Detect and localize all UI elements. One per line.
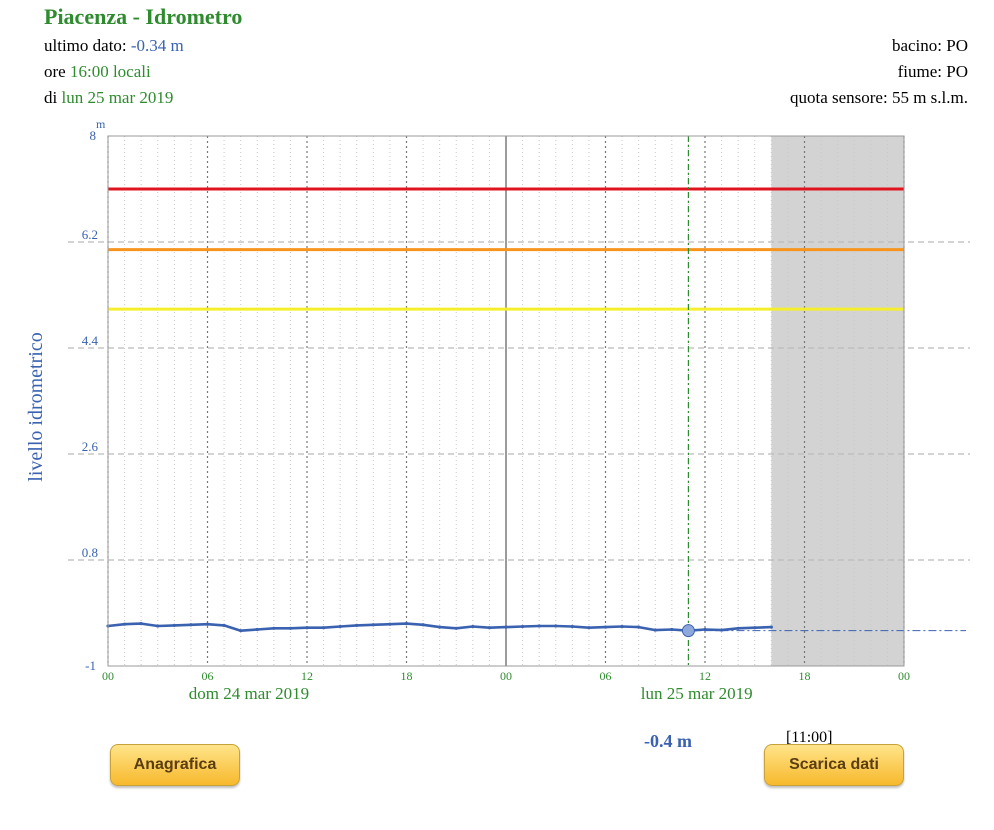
x-tick-label: 12 <box>699 669 711 683</box>
series-point <box>421 623 425 627</box>
series-point <box>753 626 757 630</box>
series-point <box>239 629 243 633</box>
basin-label: bacino: <box>891 36 943 55</box>
series-point <box>454 626 458 630</box>
series-point <box>305 626 309 630</box>
series-point <box>205 622 210 626</box>
last-value-line: ultimo dato: -0.34 m <box>44 36 184 56</box>
plot-frame <box>107 135 905 667</box>
download-data-button[interactable]: Scarica dati <box>764 744 904 786</box>
sensor-line: quota sensore: 55 m s.l.m. <box>790 88 968 108</box>
x-tick-label: 06 <box>202 669 214 683</box>
river-value: PO <box>946 62 968 81</box>
y-tick-label: 0.8 <box>82 545 98 560</box>
x-tick-label: 06 <box>600 669 612 683</box>
series-point <box>769 625 773 629</box>
x-tick-label: 00 <box>500 669 512 683</box>
series-point <box>355 623 359 627</box>
series-point <box>520 624 525 629</box>
day-label: lun 25 mar 2019 <box>641 684 753 703</box>
series-point <box>603 625 608 629</box>
series-point <box>703 627 707 632</box>
series-point <box>487 626 492 630</box>
river-label: fiume: <box>897 62 943 81</box>
y-axis-unit: m <box>96 117 106 131</box>
last-value: -0.34 m <box>130 36 184 55</box>
y-tick-label: 6.2 <box>82 227 98 242</box>
anagrafica-button[interactable]: Anagrafica <box>110 744 240 786</box>
hydrometer-chart: 8 6.2 4.4 2.6 0.8 -1 00 06 12 18 00 06 12 18 00 m liv… <box>25 117 970 703</box>
date-line: di lun 25 mar 2019 <box>44 88 173 108</box>
series-point <box>504 625 508 629</box>
y-tick-label: 8 <box>90 128 97 143</box>
series-point <box>471 624 475 629</box>
series-point <box>587 626 591 630</box>
series-point <box>122 622 127 626</box>
series-point <box>338 624 342 629</box>
series-point <box>156 624 160 628</box>
series-point <box>321 626 326 630</box>
series-point <box>288 626 293 630</box>
time-value: 16:00 locali <box>69 62 151 81</box>
series-point <box>653 628 657 632</box>
series-point <box>438 625 442 629</box>
series-point <box>719 628 724 632</box>
cursor-time-readout: [11:00] <box>786 729 833 746</box>
sensor-value: 55 m s.l.m. <box>891 88 968 107</box>
series-point <box>255 627 259 632</box>
date-label: di <box>44 88 58 107</box>
last-value-label: ultimo dato: <box>44 36 127 55</box>
y-tick-label: 2.6 <box>82 439 99 454</box>
station-title: Piacenza - Idrometro <box>44 4 243 29</box>
date-value: lun 25 mar 2019 <box>61 88 174 107</box>
time-line: ore 16:00 locali <box>44 62 151 82</box>
series-point <box>537 624 541 628</box>
basin-line: bacino: PO <box>892 36 968 56</box>
river-line: fiume: PO <box>898 62 968 82</box>
x-tick-label: 00 <box>898 669 910 683</box>
series-point <box>570 624 574 629</box>
x-tick-label: 12 <box>301 669 313 683</box>
series-point <box>554 624 558 628</box>
x-tick-label: 18 <box>401 669 413 683</box>
series-point <box>670 627 674 632</box>
series-point <box>404 622 409 626</box>
cursor-value-readout: -0.4 m <box>644 731 692 751</box>
series-point <box>139 622 143 626</box>
basin-value: PO <box>946 36 968 55</box>
series-point <box>371 623 375 627</box>
series-point <box>388 622 392 626</box>
x-tick-label: 18 <box>799 669 811 683</box>
series-point <box>620 624 624 629</box>
y-tick-label: 4.4 <box>82 333 99 348</box>
cursor-marker <box>681 624 695 638</box>
day-label: dom 24 mar 2019 <box>189 684 309 703</box>
sensor-label: quota sensore: <box>789 88 888 107</box>
y-tick-label: -1 <box>85 658 96 673</box>
x-tick-label: 00 <box>102 669 114 683</box>
series-point <box>637 625 641 629</box>
y-axis-label: livello idrometrico <box>25 332 47 481</box>
series-point <box>189 623 193 627</box>
series-point <box>272 626 276 630</box>
time-label: ore <box>44 62 66 81</box>
series-point <box>736 626 740 630</box>
series-point <box>172 623 176 627</box>
series-point <box>222 623 226 627</box>
